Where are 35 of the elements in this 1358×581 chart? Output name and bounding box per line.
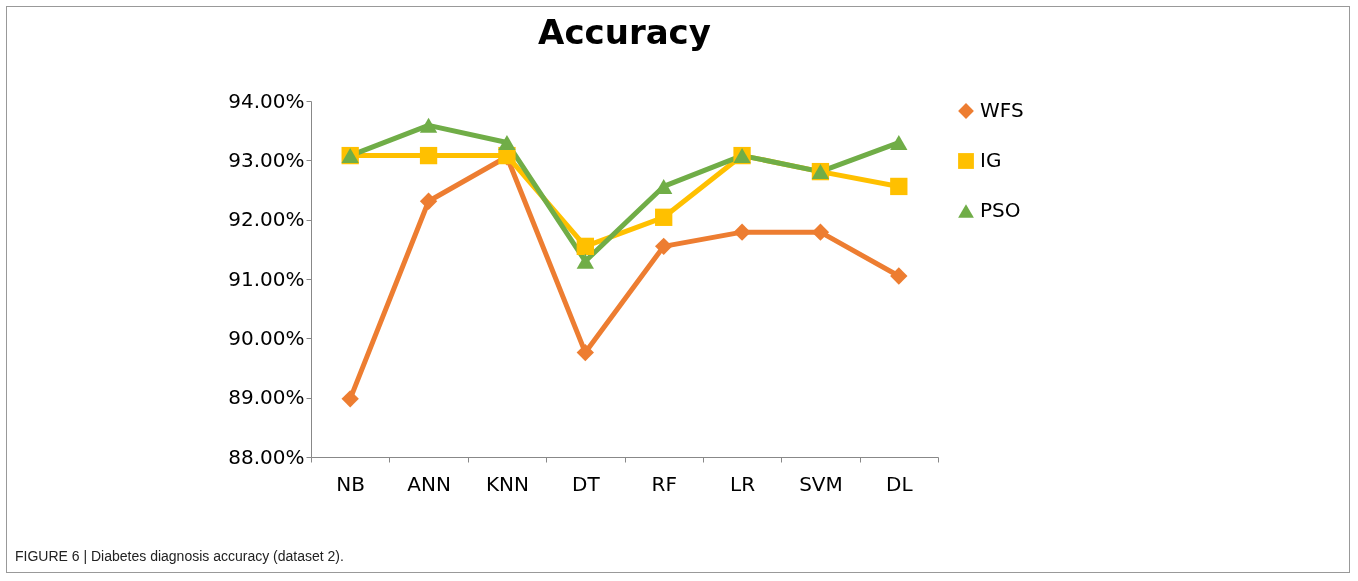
x-tick-label: NB	[336, 471, 366, 496]
y-tick-label: 94.00%	[228, 88, 305, 113]
y-tick-label: 89.00%	[228, 385, 305, 410]
point	[341, 390, 359, 408]
point	[419, 146, 438, 165]
x-tick-label: RF	[651, 471, 677, 496]
point	[576, 237, 594, 256]
x-tick-label: SVM	[799, 471, 843, 496]
caption: FIGURE 6 | Diabetes diagnosis accuracy (dataset 2).	[15, 548, 344, 564]
legend-label: IG	[980, 148, 1002, 172]
point	[576, 343, 594, 362]
x-tick-label: ANN	[407, 471, 451, 496]
point	[419, 117, 438, 133]
x-tick-label: DL	[886, 471, 914, 496]
x-tick-label: LR	[730, 471, 756, 496]
point	[576, 253, 594, 269]
point	[733, 223, 751, 241]
point	[655, 208, 673, 226]
point	[655, 178, 673, 194]
point	[890, 177, 908, 196]
x-tick-label: DT	[572, 471, 601, 496]
y-tick-label: 93.00%	[228, 147, 305, 172]
y-tick-label: 92.00%	[228, 207, 305, 232]
y-tick-label: 91.00%	[228, 266, 305, 291]
chart-title: Accuracy	[538, 12, 711, 52]
point	[419, 192, 438, 210]
legend-label: WFS	[980, 98, 1024, 122]
point	[498, 135, 516, 151]
y-tick-label: 88.00%	[228, 444, 305, 469]
point	[655, 237, 673, 256]
x-tick-label: KNN	[485, 471, 529, 496]
legend-label: PSO	[980, 198, 1021, 222]
y-tick-label: 90.00%	[228, 325, 305, 350]
point	[890, 135, 908, 151]
point	[890, 267, 908, 285]
